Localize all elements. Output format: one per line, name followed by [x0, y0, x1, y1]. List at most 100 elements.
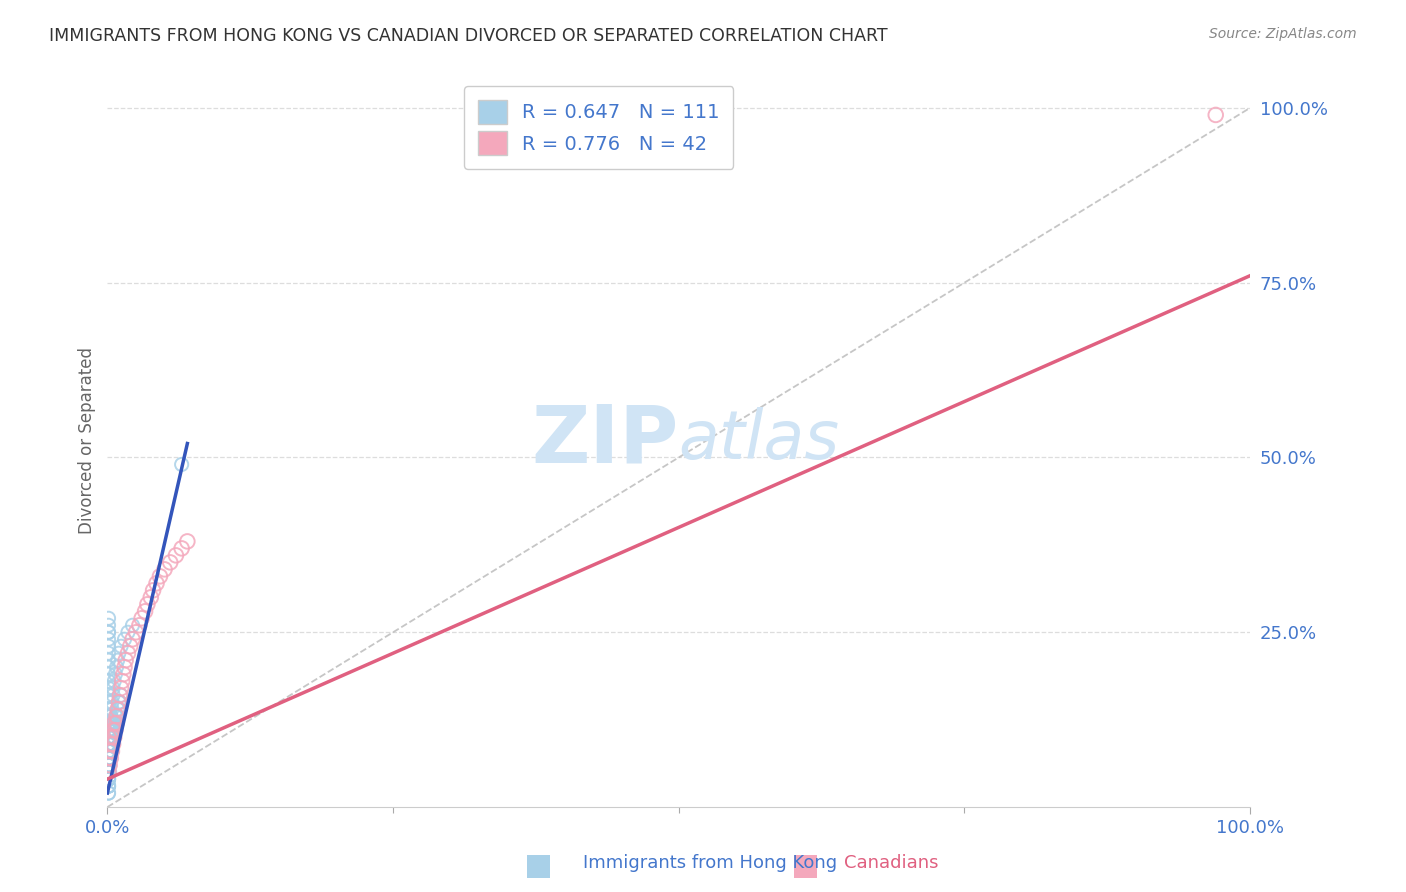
- Point: [97, 765, 120, 780]
- Point: [97, 765, 120, 780]
- Point: [139, 591, 162, 605]
- Point: [97, 772, 120, 786]
- Point: [97, 723, 120, 738]
- Y-axis label: Divorced or Separated: Divorced or Separated: [79, 346, 96, 533]
- Point: [98, 737, 121, 751]
- Point: [100, 716, 122, 731]
- Point: [97, 751, 120, 765]
- Point: [131, 611, 153, 625]
- Point: [97, 688, 120, 702]
- Point: [110, 681, 132, 696]
- Point: [97, 660, 120, 674]
- Point: [100, 751, 122, 765]
- Point: [100, 737, 122, 751]
- Point: [97, 772, 120, 786]
- Point: [97, 779, 120, 793]
- Text: atlas: atlas: [679, 407, 839, 473]
- Point: [97, 772, 120, 786]
- Point: [100, 730, 122, 744]
- Point: [103, 716, 125, 731]
- Point: [98, 765, 121, 780]
- Point: [107, 653, 129, 667]
- Point: [108, 646, 131, 660]
- Point: [145, 576, 167, 591]
- Point: [97, 758, 120, 772]
- Point: [101, 730, 124, 744]
- Point: [97, 786, 120, 800]
- Point: [97, 716, 120, 731]
- Point: [97, 632, 120, 647]
- Point: [128, 618, 150, 632]
- Point: [98, 758, 121, 772]
- Point: [101, 737, 124, 751]
- Text: Source: ZipAtlas.com: Source: ZipAtlas.com: [1209, 27, 1357, 41]
- Point: [117, 646, 139, 660]
- Point: [111, 674, 134, 689]
- Point: [105, 716, 128, 731]
- Point: [97, 779, 120, 793]
- Point: [97, 751, 120, 765]
- Point: [97, 737, 120, 751]
- Point: [176, 534, 198, 549]
- Point: [97, 611, 120, 625]
- Point: [100, 709, 122, 723]
- Point: [97, 709, 120, 723]
- Point: [98, 723, 121, 738]
- Point: [100, 716, 122, 731]
- Point: [97, 737, 120, 751]
- Point: [103, 716, 125, 731]
- Point: [101, 702, 124, 716]
- Point: [98, 751, 121, 765]
- Point: [165, 549, 187, 563]
- Point: [98, 744, 121, 758]
- Point: [107, 702, 129, 716]
- Point: [100, 709, 122, 723]
- Point: [110, 688, 132, 702]
- Point: [103, 730, 125, 744]
- Point: [97, 618, 120, 632]
- Point: [101, 688, 124, 702]
- Point: [97, 702, 120, 716]
- Point: [101, 681, 124, 696]
- Point: [101, 723, 124, 738]
- Point: [104, 716, 127, 731]
- Point: [97, 751, 120, 765]
- Point: [98, 702, 121, 716]
- Point: [136, 597, 159, 611]
- Point: [97, 751, 120, 765]
- Point: [97, 765, 120, 780]
- Point: [98, 758, 121, 772]
- Point: [97, 667, 120, 681]
- Point: [103, 723, 125, 738]
- Point: [98, 730, 121, 744]
- Point: [101, 737, 124, 751]
- Point: [100, 723, 122, 738]
- Point: [125, 625, 148, 640]
- Text: IMMIGRANTS FROM HONG KONG VS CANADIAN DIVORCED OR SEPARATED CORRELATION CHART: IMMIGRANTS FROM HONG KONG VS CANADIAN DI…: [49, 27, 887, 45]
- Point: [101, 716, 124, 731]
- Point: [100, 744, 122, 758]
- Legend: R = 0.647   N = 111, R = 0.776   N = 42: R = 0.647 N = 111, R = 0.776 N = 42: [464, 87, 734, 169]
- Point: [97, 653, 120, 667]
- Point: [98, 709, 121, 723]
- Point: [98, 744, 121, 758]
- Point: [1205, 108, 1227, 122]
- Point: [97, 723, 120, 738]
- Point: [98, 744, 121, 758]
- Point: [114, 653, 136, 667]
- Point: [98, 716, 121, 731]
- Point: [98, 737, 121, 751]
- Point: [97, 744, 120, 758]
- Point: [121, 618, 143, 632]
- Point: [100, 751, 122, 765]
- Point: [98, 737, 121, 751]
- Point: [104, 709, 127, 723]
- Point: [120, 640, 142, 654]
- Point: [104, 723, 127, 738]
- Point: [97, 625, 120, 640]
- Point: [97, 772, 120, 786]
- Point: [97, 765, 120, 780]
- Point: [97, 695, 120, 709]
- Point: [101, 730, 124, 744]
- Point: [97, 772, 120, 786]
